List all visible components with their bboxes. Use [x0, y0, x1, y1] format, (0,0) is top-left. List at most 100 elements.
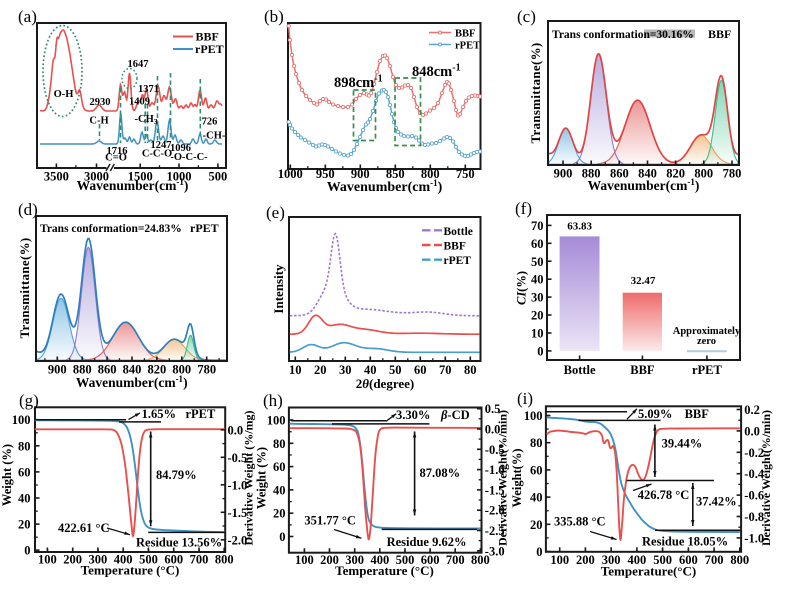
svg-text:60: 60	[18, 465, 31, 479]
svg-text:Transmittane(%): Transmittane(%)	[528, 42, 543, 143]
svg-text:5.09%: 5.09%	[638, 407, 672, 421]
svg-text:400: 400	[114, 553, 133, 567]
svg-text:800: 800	[694, 167, 713, 181]
svg-text:820: 820	[148, 363, 167, 377]
svg-text:-3.0: -3.0	[485, 544, 505, 558]
svg-text:0: 0	[536, 545, 542, 559]
svg-text:898cm-1: 898cm-1	[334, 74, 383, 92]
svg-text:780: 780	[723, 167, 742, 181]
svg-text:100: 100	[267, 414, 286, 428]
svg-text:32.47: 32.47	[631, 275, 656, 287]
svg-text:Trans conformation=30.16%: Trans conformation=30.16%	[552, 29, 694, 41]
svg-text:20: 20	[531, 309, 544, 323]
svg-text:Transmittane(%): Transmittane(%)	[17, 237, 32, 338]
svg-text:0.5: 0.5	[485, 402, 501, 416]
svg-text:335.88 °C: 335.88 °C	[554, 515, 606, 529]
svg-text:-1.0: -1.0	[485, 463, 505, 477]
svg-text:-CH3: -CH3	[135, 114, 158, 126]
svg-text:0.0: 0.0	[744, 424, 760, 438]
svg-text:BBF: BBF	[685, 407, 710, 421]
svg-text:Temperature(°C): Temperature(°C)	[601, 564, 696, 579]
svg-text:20: 20	[530, 518, 543, 532]
svg-text:BBF: BBF	[444, 241, 466, 253]
svg-text:Trans conformation=24.83%: Trans conformation=24.83%	[40, 223, 182, 235]
svg-text:-2.0: -2.0	[228, 533, 248, 547]
svg-text:426.78 °C: 426.78 °C	[638, 488, 690, 502]
svg-text:70: 70	[531, 219, 544, 233]
svg-text:1096: 1096	[170, 143, 191, 154]
svg-text:(a): (a)	[18, 7, 37, 26]
svg-text:800: 800	[471, 553, 490, 567]
svg-text:0: 0	[537, 344, 543, 358]
svg-text:1247: 1247	[151, 140, 172, 151]
svg-text:BBF: BBF	[455, 29, 475, 40]
svg-text:Derivative Weight (%/mg): Derivative Weight (%/mg)	[242, 410, 256, 545]
svg-text:100: 100	[550, 553, 569, 567]
svg-text:700: 700	[705, 553, 724, 567]
svg-text:(h): (h)	[263, 391, 283, 410]
svg-text:500: 500	[653, 553, 672, 567]
svg-text:1000: 1000	[167, 170, 192, 184]
svg-text:Residue 13.56%: Residue 13.56%	[136, 536, 222, 550]
svg-text:750: 750	[456, 167, 475, 181]
svg-text:84.79%: 84.79%	[156, 468, 197, 482]
svg-text:rPET: rPET	[692, 363, 723, 377]
svg-text:840: 840	[638, 167, 657, 181]
svg-text:1500: 1500	[128, 170, 153, 184]
svg-text:-0.2: -0.2	[744, 446, 764, 460]
svg-text:880: 880	[73, 363, 92, 377]
svg-text:880: 880	[582, 167, 601, 181]
svg-text:40: 40	[364, 363, 377, 377]
svg-text:-0.8: -0.8	[744, 510, 764, 524]
svg-text:(e): (e)	[266, 203, 285, 222]
svg-text:0.0: 0.0	[485, 423, 501, 437]
svg-text:20: 20	[18, 518, 31, 532]
svg-text:780: 780	[197, 363, 216, 377]
svg-text:-2.5: -2.5	[485, 524, 505, 538]
svg-text:900: 900	[48, 363, 67, 377]
svg-text:(c): (c)	[517, 7, 536, 26]
svg-text:900: 900	[351, 167, 370, 181]
svg-text:rPET: rPET	[444, 255, 472, 267]
svg-text:600: 600	[679, 553, 698, 567]
svg-text:(f): (f)	[515, 199, 532, 218]
svg-text:40: 40	[530, 491, 543, 505]
svg-text:1647: 1647	[128, 59, 149, 70]
svg-text:BBF: BBF	[630, 363, 655, 377]
svg-text:rPET: rPET	[190, 221, 219, 235]
svg-text:(b): (b)	[264, 7, 284, 26]
svg-text:Approximately: Approximately	[673, 326, 741, 337]
svg-text:0.0: 0.0	[228, 423, 244, 437]
svg-text:200: 200	[320, 553, 339, 567]
svg-text:100: 100	[524, 409, 543, 423]
svg-text:900: 900	[554, 167, 573, 181]
svg-text:950: 950	[316, 167, 335, 181]
svg-text:100: 100	[12, 413, 31, 427]
svg-text:-1.0: -1.0	[228, 478, 248, 492]
svg-text:87.08%: 87.08%	[420, 466, 461, 480]
svg-text:(i): (i)	[517, 389, 533, 408]
svg-text:820: 820	[666, 167, 685, 181]
svg-text:800: 800	[730, 553, 749, 567]
svg-text:40: 40	[531, 273, 544, 287]
svg-text:10: 10	[531, 326, 544, 340]
svg-text:860: 860	[98, 363, 117, 377]
svg-text:1.65%: 1.65%	[142, 407, 176, 421]
svg-text:Weight(%): Weight(%)	[510, 448, 524, 507]
svg-text:C-H: C-H	[89, 116, 108, 127]
svg-text:2θ(degree): 2θ(degree)	[356, 376, 414, 391]
svg-text:zero: zero	[697, 336, 716, 347]
svg-text:80: 80	[273, 437, 286, 451]
svg-text:50: 50	[531, 255, 544, 269]
svg-text:40: 40	[273, 483, 286, 497]
svg-text:BBF: BBF	[708, 27, 731, 41]
svg-text:Weight (%): Weight (%)	[0, 444, 14, 506]
svg-text:20: 20	[314, 363, 327, 377]
svg-text:600: 600	[421, 553, 440, 567]
svg-text:60: 60	[531, 237, 544, 251]
svg-text:500: 500	[396, 553, 415, 567]
svg-text:1409: 1409	[129, 97, 150, 108]
svg-text:300: 300	[89, 553, 108, 567]
svg-text:80: 80	[464, 363, 477, 377]
svg-text:860: 860	[610, 167, 629, 181]
